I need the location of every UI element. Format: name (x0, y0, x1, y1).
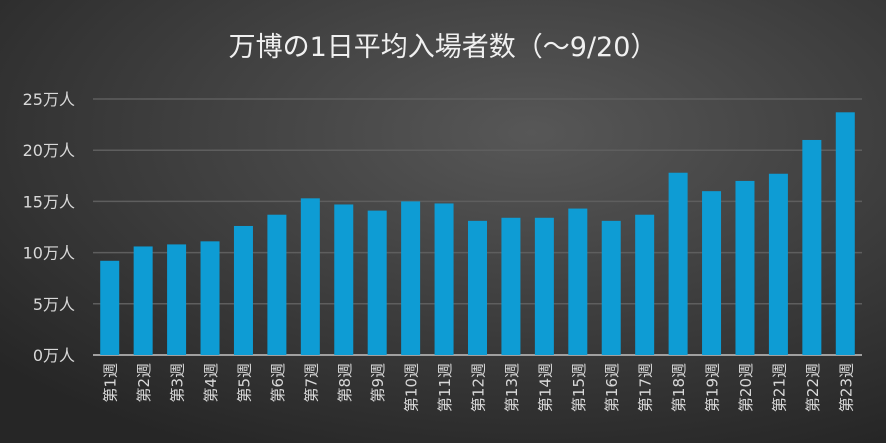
x-tick-label: 第13週 (503, 363, 521, 412)
y-tick-label: 10万人 (23, 244, 75, 263)
x-tick-label: 第15週 (570, 363, 588, 412)
x-tick-label: 第21週 (770, 363, 788, 412)
bar (802, 139, 822, 355)
x-tick-label: 第23週 (837, 363, 855, 412)
x-tick-label: 第22週 (804, 363, 822, 412)
bar (635, 214, 655, 355)
bar (601, 220, 621, 355)
x-tick-label: 第1週 (102, 363, 120, 403)
y-tick-label: 20万人 (23, 141, 75, 160)
bar (768, 173, 788, 355)
y-tick-label: 15万人 (23, 192, 75, 211)
bar (668, 172, 688, 355)
y-tick-label: 25万人 (23, 90, 75, 109)
bar (835, 112, 855, 355)
bar (534, 217, 554, 355)
x-tick-label: 第5週 (235, 363, 253, 403)
x-tick-label: 第4週 (202, 363, 220, 403)
x-tick-label: 第14週 (536, 363, 554, 412)
x-tick-label: 第16週 (603, 363, 621, 412)
x-tick-label: 第7週 (302, 363, 320, 403)
x-tick-label: 第12週 (470, 363, 488, 412)
bar (702, 191, 722, 355)
bar (367, 210, 387, 355)
bar (200, 241, 220, 355)
bar (735, 180, 755, 355)
bar (300, 198, 320, 355)
bar (401, 201, 421, 355)
bar (133, 246, 153, 355)
x-tick-label: 第19週 (704, 363, 722, 412)
bar (568, 208, 588, 355)
y-tick-label: 5万人 (33, 295, 75, 314)
x-tick-label: 第10週 (403, 363, 421, 412)
x-tick-label: 第11週 (436, 363, 454, 412)
bar (468, 220, 487, 355)
chart-title: 万博の1日平均入場者数（～9/20） (229, 32, 658, 63)
x-tick-label: 第9週 (369, 363, 387, 403)
x-tick-label: 第2週 (135, 363, 153, 403)
x-tick-label: 第17週 (637, 363, 655, 412)
x-tick-label: 第3週 (169, 363, 187, 403)
x-tick-label: 第18週 (670, 363, 688, 412)
bar (501, 217, 521, 355)
bar (100, 260, 120, 355)
bar (434, 203, 454, 355)
bar (267, 214, 287, 355)
x-tick-label: 第6週 (269, 363, 287, 403)
bar (334, 204, 354, 355)
bar (167, 244, 187, 355)
y-tick-label: 0万人 (33, 346, 75, 365)
x-tick-label: 第8週 (336, 363, 354, 403)
x-tick-label: 第20週 (737, 363, 755, 412)
bar (233, 225, 253, 355)
